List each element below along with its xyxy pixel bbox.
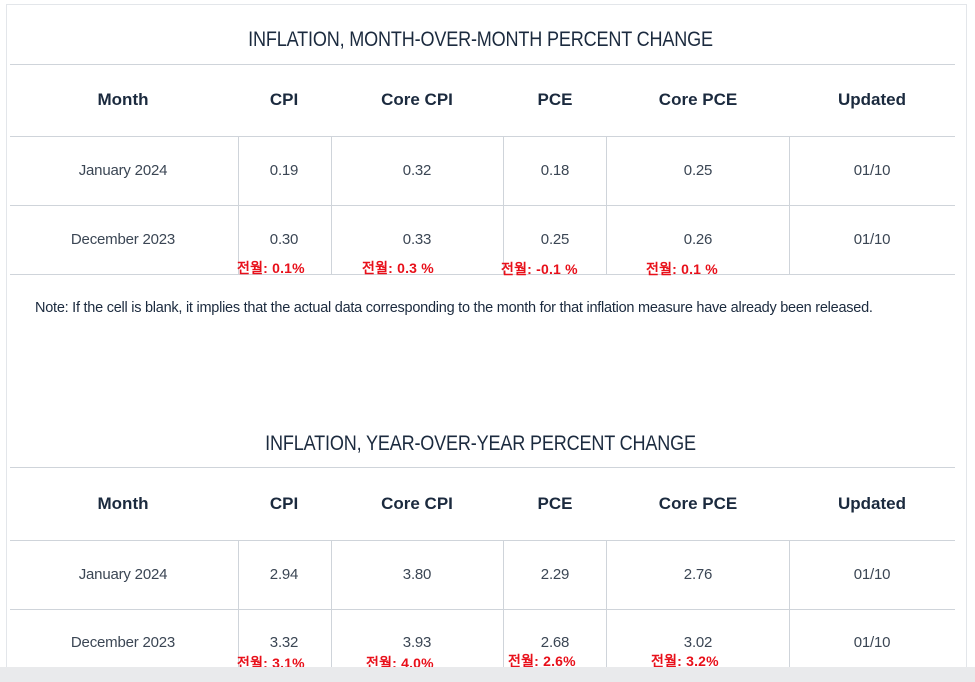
yoy-header-updated: Updated [838, 494, 906, 513]
yoy-col-divider [606, 540, 607, 667]
mom-header-pce: PCE [537, 90, 573, 109]
mom-col-divider [238, 136, 239, 274]
mom-row2-pce: 0.25 [540, 231, 570, 248]
mom-table-title: INFLATION, MONTH-OVER-MONTH PERCENT CHAN… [248, 28, 713, 51]
mom-col-divider [331, 136, 332, 274]
mom-row2-cpi: 0.30 [269, 231, 299, 248]
yoy-col-divider [331, 540, 332, 667]
yoy-col-divider [503, 540, 504, 667]
mom-row1-cpi: 0.19 [269, 162, 299, 179]
mom-row1-core-cpi: 0.32 [402, 162, 432, 179]
yoy-row2-cpi: 3.32 [269, 634, 299, 651]
yoy-header-core-cpi: Core CPI [381, 494, 453, 513]
mom-header-rule [10, 136, 955, 137]
mom-header-core-cpi: Core CPI [381, 90, 453, 109]
yoy-row1-updated: 01/10 [853, 566, 891, 583]
mom-row2-core-pce: 0.26 [683, 231, 713, 248]
yoy-header-pce: PCE [537, 494, 573, 513]
yoy-annotation-core-pce: 전월: 3.2% [651, 653, 719, 669]
mom-row1-updated: 01/10 [853, 162, 891, 179]
mom-annotation-cpi: 전월: 0.1% [237, 260, 305, 276]
mom-annotation-core-cpi: 전월: 0.3 % [362, 260, 434, 276]
yoy-row2-updated: 01/10 [853, 634, 891, 651]
yoy-header-rule [10, 540, 955, 541]
mom-header-updated: Updated [838, 90, 906, 109]
yoy-row1-month: January 2024 [78, 566, 168, 583]
yoy-row2-core-pce: 3.02 [683, 634, 713, 651]
yoy-row-rule [10, 609, 955, 610]
yoy-row2-core-cpi: 3.93 [402, 634, 432, 651]
mom-header-month: Month [97, 90, 149, 109]
mom-col-divider [606, 136, 607, 274]
yoy-row2-pce: 2.68 [540, 634, 570, 651]
mom-row2-month: December 2023 [70, 231, 176, 248]
yoy-header-core-pce: Core PCE [658, 494, 738, 513]
yoy-header-cpi: CPI [269, 494, 299, 513]
yoy-row1-pce: 2.29 [540, 566, 570, 583]
mom-row1-core-pce: 0.25 [683, 162, 713, 179]
mom-row2-updated: 01/10 [853, 231, 891, 248]
yoy-row1-core-pce: 2.76 [683, 566, 713, 583]
mom-annotation-core-pce: 전월: 0.1 % [646, 261, 718, 277]
table-note: Note: If the cell is blank, it implies t… [35, 300, 873, 316]
mom-header-core-pce: Core PCE [658, 90, 738, 109]
mom-row2-core-cpi: 0.33 [402, 231, 432, 248]
mom-row1-pce: 0.18 [540, 162, 570, 179]
mom-row1-month: January 2024 [78, 162, 168, 179]
mom-header-cpi: CPI [269, 90, 299, 109]
yoy-col-divider [789, 540, 790, 667]
mom-col-divider [503, 136, 504, 274]
mom-col-divider [789, 136, 790, 274]
mom-top-rule [10, 64, 955, 65]
yoy-table-title: INFLATION, YEAR-OVER-YEAR PERCENT CHANGE [265, 432, 696, 455]
yoy-col-divider [238, 540, 239, 667]
yoy-row1-cpi: 2.94 [269, 566, 299, 583]
yoy-header-month: Month [97, 494, 149, 513]
mom-bottom-rule [10, 274, 955, 275]
yoy-row2-month: December 2023 [70, 634, 176, 651]
mom-row-rule [10, 205, 955, 206]
bottom-edge-shade [0, 667, 975, 682]
yoy-top-rule [10, 467, 955, 468]
mom-annotation-pce: 전월: -0.1 % [501, 261, 578, 277]
yoy-annotation-pce: 전월: 2.6% [508, 653, 576, 669]
page-frame [6, 4, 967, 672]
yoy-row1-core-cpi: 3.80 [402, 566, 432, 583]
